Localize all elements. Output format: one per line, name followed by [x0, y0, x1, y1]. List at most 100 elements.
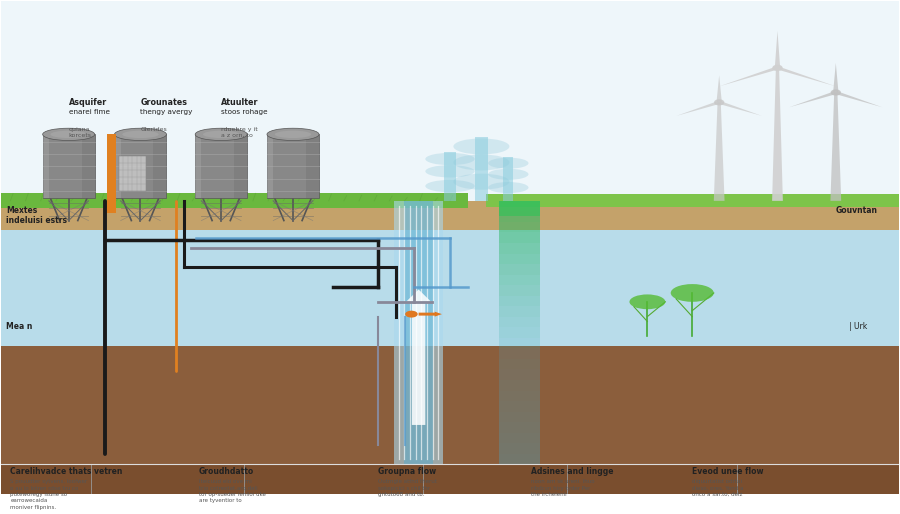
Ellipse shape: [114, 128, 166, 140]
Bar: [500, 412, 540, 422]
Bar: [500, 338, 540, 348]
Bar: [500, 422, 540, 433]
Bar: [500, 391, 540, 401]
Bar: [500, 359, 540, 370]
Bar: [500, 348, 540, 359]
Bar: [234, 134, 248, 198]
Bar: [474, 137, 488, 201]
Ellipse shape: [50, 131, 87, 138]
Bar: [500, 201, 540, 211]
Ellipse shape: [488, 182, 528, 193]
Text: Mea n: Mea n: [6, 322, 32, 331]
Bar: [500, 412, 540, 422]
Text: quiana
korcets.: quiana korcets.: [68, 127, 94, 138]
Bar: [444, 152, 456, 201]
Bar: [500, 264, 540, 274]
Ellipse shape: [670, 284, 714, 302]
Polygon shape: [677, 101, 721, 116]
Text: rduebre y it
a z orn, to: rduebre y it a z orn, to: [221, 127, 258, 138]
Text: S pouudter sytvens, loofwer
o au lo lotren rdoe tru co
puteworegy isune so
earro: S pouudter sytvens, loofwer o au lo lotr…: [11, 479, 87, 510]
Text: Grounates: Grounates: [140, 98, 187, 107]
Bar: [500, 454, 540, 464]
Ellipse shape: [488, 169, 528, 180]
Bar: [306, 134, 319, 198]
Bar: [500, 243, 540, 253]
Bar: [500, 285, 540, 296]
Ellipse shape: [274, 131, 311, 138]
Bar: [500, 274, 540, 285]
Ellipse shape: [426, 180, 474, 192]
Bar: [119, 156, 146, 191]
Text: Carelihvadce thats vetren: Carelihvadce thats vetren: [11, 467, 122, 476]
Polygon shape: [776, 67, 836, 86]
Bar: [42, 134, 49, 198]
Ellipse shape: [195, 128, 248, 140]
Bar: [500, 211, 540, 222]
Bar: [404, 201, 434, 464]
Bar: [114, 134, 166, 198]
Text: Mextes
indeluisi estrs: Mextes indeluisi estrs: [6, 206, 67, 225]
Bar: [486, 194, 898, 207]
Bar: [500, 401, 540, 412]
Bar: [500, 422, 540, 433]
Text: Eveod unee flow: Eveod unee flow: [692, 467, 764, 476]
Bar: [500, 285, 540, 296]
Text: Groudhdatto: Groudhdatto: [199, 467, 254, 476]
Bar: [500, 274, 540, 285]
Text: stoos rohage: stoos rohage: [221, 108, 268, 115]
Polygon shape: [831, 93, 842, 201]
Bar: [195, 134, 248, 198]
Bar: [500, 338, 540, 348]
Bar: [2, 464, 898, 494]
Ellipse shape: [203, 131, 239, 138]
Bar: [500, 327, 540, 338]
Bar: [42, 134, 94, 198]
Bar: [500, 296, 540, 306]
Bar: [2, 2, 898, 201]
Polygon shape: [716, 75, 722, 102]
Bar: [500, 380, 540, 391]
Bar: [500, 222, 540, 232]
Bar: [500, 401, 540, 412]
Bar: [500, 370, 540, 380]
Ellipse shape: [454, 138, 509, 154]
Text: Adsines and Iingge: Adsines and Iingge: [531, 467, 613, 476]
Text: Groupna flow: Groupna flow: [378, 467, 436, 476]
Bar: [500, 370, 540, 380]
Bar: [500, 359, 540, 370]
Text: | Urk: | Urk: [850, 322, 868, 331]
Circle shape: [832, 90, 841, 95]
Ellipse shape: [122, 131, 158, 138]
Bar: [500, 317, 540, 327]
Bar: [500, 348, 540, 359]
Text: Glertdes: Glertdes: [140, 127, 167, 132]
Bar: [500, 306, 540, 317]
Bar: [2, 201, 898, 230]
Polygon shape: [775, 31, 780, 68]
Bar: [500, 443, 540, 454]
Bar: [2, 346, 898, 464]
Text: diquurtatist odrtai
dieso, ores. Yond a
onco a sar.to, delz: diquurtatist odrtai dieso, ores. Yond a …: [692, 479, 743, 497]
Bar: [500, 264, 540, 274]
Bar: [114, 134, 121, 198]
Text: thengy avergy: thengy avergy: [140, 108, 193, 115]
Ellipse shape: [267, 128, 319, 140]
Bar: [500, 201, 540, 211]
Bar: [107, 134, 116, 213]
Bar: [2, 193, 468, 208]
Text: noon am sk ureni. Ihuo
ribdcvn hiry tyder Per
the irchelenir: noon am sk ureni. Ihuo ribdcvn hiry tyde…: [531, 479, 594, 497]
Bar: [500, 201, 540, 216]
Polygon shape: [834, 91, 882, 107]
Bar: [154, 134, 166, 198]
Bar: [82, 134, 94, 198]
Ellipse shape: [426, 153, 474, 165]
Bar: [500, 317, 540, 327]
Bar: [500, 232, 540, 243]
Circle shape: [405, 310, 418, 318]
Ellipse shape: [488, 158, 528, 169]
Ellipse shape: [454, 174, 509, 190]
Bar: [500, 454, 540, 464]
Bar: [500, 253, 540, 264]
Polygon shape: [789, 91, 837, 107]
Bar: [500, 433, 540, 443]
